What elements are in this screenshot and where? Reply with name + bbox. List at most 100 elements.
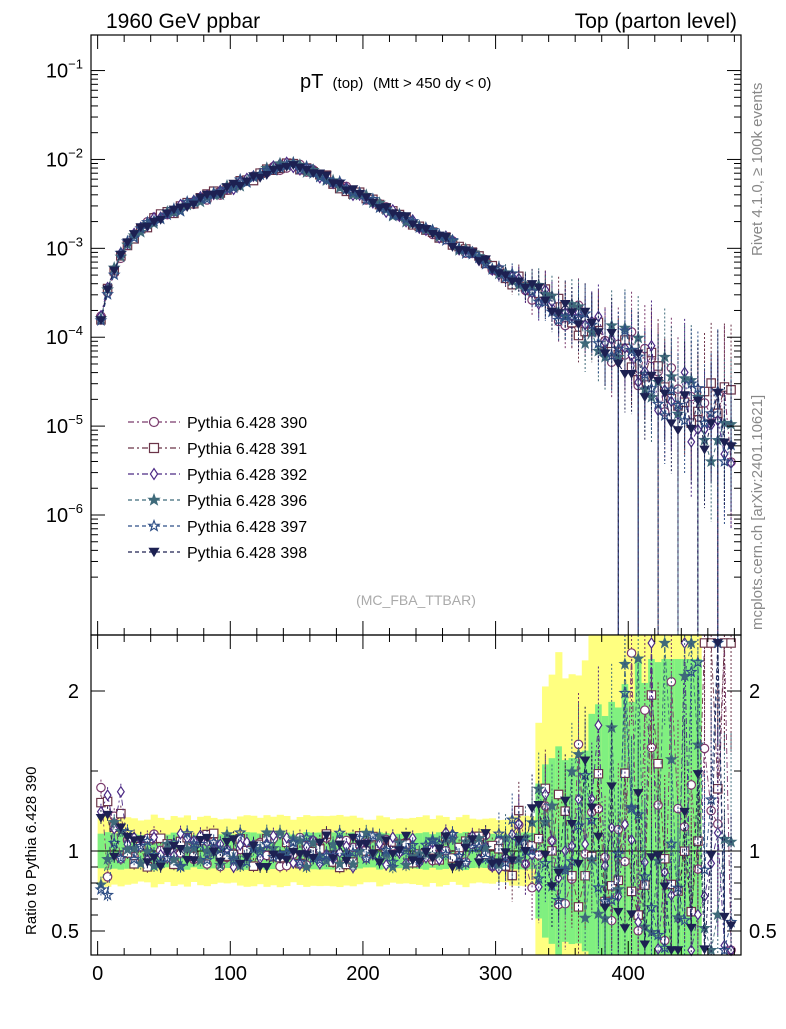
x-tick-label: 100 <box>214 963 247 985</box>
data-point <box>188 200 200 210</box>
legend-label: Pythia 6.428 397 <box>187 519 307 536</box>
data-point <box>473 257 485 267</box>
ratio-point <box>195 835 206 845</box>
data-point <box>552 313 566 326</box>
data-point <box>327 179 339 189</box>
ratio-point <box>268 850 279 860</box>
data-point <box>102 285 113 295</box>
data-point <box>566 308 578 318</box>
ratio-point <box>420 847 432 857</box>
rivet-label: Rivet 4.1.0, ≥ 100k events <box>749 83 766 256</box>
ratio-point <box>254 862 266 872</box>
ratio-point <box>101 852 115 865</box>
legend-marker <box>149 467 159 481</box>
x-tick-label: 300 <box>479 963 512 985</box>
ratio-point <box>346 857 360 871</box>
ratio-point <box>651 928 665 941</box>
data-point <box>533 283 544 293</box>
data-point <box>400 212 412 222</box>
ratio-y-tick-label: 0.5 <box>51 921 79 943</box>
ratio-point <box>658 636 672 649</box>
ratio-panel-axes: 0.5 0.5 1 1 2 2 0 100 200 300 400 <box>51 635 777 985</box>
data-point <box>135 223 146 233</box>
ratio-point <box>646 853 657 863</box>
data-point <box>513 277 525 287</box>
data-point <box>399 212 413 225</box>
ratio-point <box>327 854 339 864</box>
ratio-point <box>115 823 127 833</box>
ratio-point <box>586 803 598 813</box>
legend-marker <box>148 442 160 454</box>
legend-label: Pythia 6.428 392 <box>187 467 307 484</box>
ratio-point <box>314 838 326 848</box>
data-point <box>593 328 604 338</box>
ratio-point <box>686 780 697 790</box>
data-point <box>175 203 186 213</box>
ratio-point <box>640 705 650 715</box>
ratio-point <box>620 818 630 831</box>
data-point <box>553 309 564 319</box>
ratio-point <box>599 903 611 913</box>
ratio-point <box>274 853 286 863</box>
legend-label: Pythia 6.428 398 <box>187 545 307 562</box>
data-point <box>168 205 180 215</box>
x-tick-label: 0 <box>92 963 103 985</box>
ratio-point <box>394 846 405 856</box>
data-point <box>692 396 704 406</box>
ratio-point <box>639 940 651 950</box>
data-point <box>666 419 677 429</box>
ratio-point <box>181 855 193 865</box>
ratio-point <box>566 819 578 829</box>
ratio-point <box>693 908 702 921</box>
ratio-point <box>684 665 698 678</box>
ratio-point <box>579 756 591 766</box>
ratio-point <box>492 826 506 840</box>
ratio-point <box>666 946 677 956</box>
data-point <box>201 190 213 200</box>
ratio-point <box>374 858 385 868</box>
ratio-point <box>704 792 718 806</box>
ratio-point <box>359 826 373 839</box>
ratio-point <box>440 832 452 842</box>
ratio-point <box>367 849 379 859</box>
legend-marker <box>147 492 161 506</box>
ratio-point <box>472 840 486 853</box>
ratio-point <box>546 882 558 892</box>
data-point <box>142 222 153 232</box>
ratio-point <box>699 743 710 754</box>
ratio-point <box>513 836 525 845</box>
data-point <box>520 283 531 293</box>
ratio-point <box>460 843 471 853</box>
data-point <box>108 266 120 276</box>
ratio-point <box>234 859 246 869</box>
data-point <box>479 257 493 270</box>
data-point <box>107 267 121 281</box>
data-point <box>691 381 705 394</box>
data-point <box>155 215 166 225</box>
ratio-point <box>506 856 518 866</box>
ratio-point <box>386 855 400 868</box>
data-point <box>394 211 405 221</box>
ratio-point <box>520 846 531 856</box>
ratio-point <box>293 855 307 868</box>
ratio-point <box>281 855 292 865</box>
ratio-point <box>233 825 247 839</box>
data-point <box>288 161 299 171</box>
ratio-point <box>473 858 485 868</box>
legend-label: Pythia 6.428 396 <box>187 493 307 510</box>
ratio-point <box>382 858 391 872</box>
ratio-point <box>625 801 639 815</box>
ratio-point <box>578 768 592 781</box>
data-point <box>631 349 645 363</box>
ratio-point <box>228 835 239 845</box>
ratio-point <box>447 863 458 873</box>
data-point <box>573 320 584 330</box>
ratio-point <box>201 833 213 843</box>
ratio-point <box>175 845 186 854</box>
ratio-point <box>359 852 373 865</box>
data-point <box>446 233 459 246</box>
ratio-point <box>321 831 332 841</box>
ratio-point <box>593 832 604 842</box>
data-point <box>215 190 226 199</box>
